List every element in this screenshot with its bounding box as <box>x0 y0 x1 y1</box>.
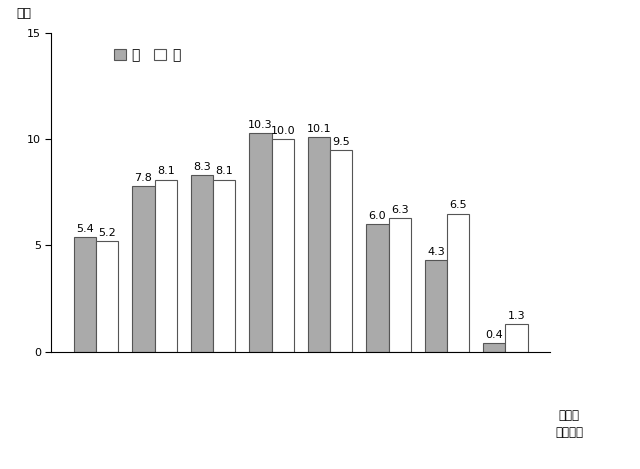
Text: 10.1: 10.1 <box>307 124 332 134</box>
Bar <box>308 137 330 352</box>
Bar <box>213 180 236 352</box>
Bar <box>506 324 528 352</box>
Text: 0.4: 0.4 <box>486 330 503 340</box>
Bar <box>132 186 155 352</box>
Bar <box>155 180 177 352</box>
Text: 10.3: 10.3 <box>248 120 273 129</box>
Text: 4.3: 4.3 <box>427 247 445 257</box>
Bar <box>388 218 411 352</box>
Bar <box>425 260 447 352</box>
Text: 1.3: 1.3 <box>508 311 525 321</box>
Bar <box>74 237 96 352</box>
Bar <box>271 139 294 352</box>
Bar <box>330 150 352 352</box>
Text: 8.3: 8.3 <box>193 162 211 172</box>
Text: 8.1: 8.1 <box>157 166 175 176</box>
Text: 6.0: 6.0 <box>369 211 386 221</box>
Bar <box>96 241 118 352</box>
Text: 万人: 万人 <box>16 7 31 20</box>
Text: 6.3: 6.3 <box>391 204 408 215</box>
Bar <box>483 343 506 352</box>
Bar <box>191 175 213 352</box>
Text: 出生年
（年齢）: 出生年 （年齢） <box>556 409 584 439</box>
Text: 6.5: 6.5 <box>449 200 467 211</box>
Text: 10.0: 10.0 <box>270 126 295 136</box>
Text: 8.1: 8.1 <box>215 166 233 176</box>
Text: 7.8: 7.8 <box>134 173 152 183</box>
Text: 9.5: 9.5 <box>332 136 350 147</box>
Bar <box>447 213 469 352</box>
Legend: 男, 女: 男, 女 <box>108 43 186 68</box>
Text: 5.4: 5.4 <box>76 224 94 234</box>
Text: 5.2: 5.2 <box>99 228 116 238</box>
Bar <box>250 133 271 352</box>
Bar <box>366 224 388 352</box>
